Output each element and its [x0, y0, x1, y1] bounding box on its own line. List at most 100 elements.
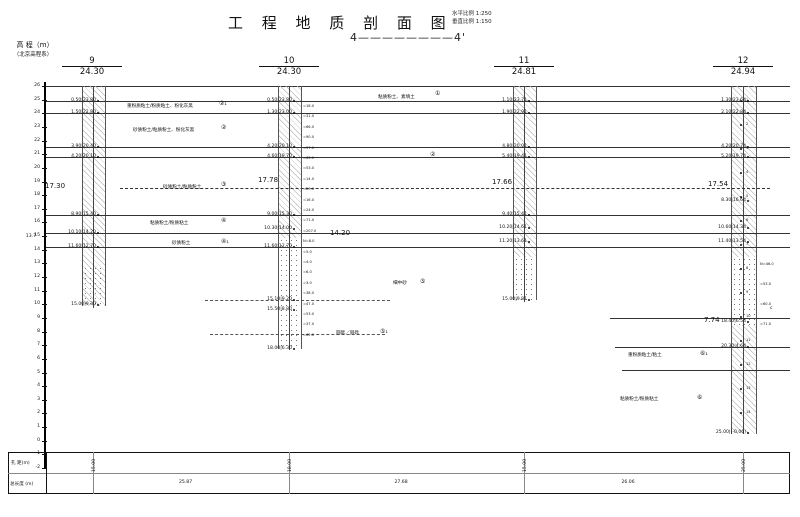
elevation-tick-18: 18	[34, 192, 40, 198]
borehole-header-11[interactable]: 11 24.81	[494, 56, 554, 77]
borehole-header-12[interactable]: 12 24.94	[713, 56, 773, 77]
spt-label-bh12-4: 4	[746, 170, 749, 174]
elevation-tick-3: 3	[37, 396, 40, 402]
elevation-tick-mark	[42, 358, 47, 360]
bottom-table-divider	[8, 473, 790, 474]
borehole-column-12-clay	[731, 325, 757, 434]
elevation-tick-mark	[42, 249, 47, 251]
borehole-id-12: 12	[737, 56, 749, 66]
spt-value-bh10-7: =14.0	[303, 176, 315, 181]
bottom-table-col-4	[743, 452, 744, 494]
depth-label-bh11-0: 1.10|23.71	[502, 98, 527, 103]
borehole-id-9: 9	[89, 56, 95, 66]
elevation-tick-mark	[42, 372, 47, 374]
annotation-mid-depth: 14.20	[330, 229, 351, 237]
borehole-column-11-sand	[513, 257, 537, 300]
elevation-tick-12: 12	[34, 274, 40, 279]
axis-title-elevation: 高 程（m）	[16, 41, 54, 49]
depth-marker	[528, 146, 531, 149]
elevation-tick-1: 1	[37, 424, 40, 430]
elevation-axis	[44, 82, 46, 468]
depth-marker	[97, 246, 100, 249]
elevation-tick-mark	[42, 440, 47, 442]
spt-note-bh12-0: N=46.0	[760, 262, 774, 266]
strata-line-6	[46, 233, 790, 234]
elevation-tick-mark	[42, 345, 47, 347]
depth-marker	[293, 100, 296, 103]
spt-value-bh10-11: =71.0	[303, 218, 315, 223]
spt-note-bh12-1: =53.0	[760, 282, 772, 286]
table-depth-1: 18.00	[288, 458, 293, 472]
borehole-elevation-9: 24.30	[62, 66, 122, 77]
spt-value-bh10-3: =90.0	[303, 135, 315, 140]
depth-marker	[97, 156, 100, 159]
elevation-tick-mark	[42, 222, 47, 224]
depth-marker	[747, 200, 750, 203]
spt-marker-bh12-6	[740, 220, 743, 223]
spt-value-bh10-18: =38.0	[303, 291, 315, 296]
elevation-tick-mark	[42, 208, 47, 210]
depth-marker	[747, 321, 750, 324]
depth-marker	[293, 309, 296, 312]
elevation-tick-16: 16	[34, 219, 40, 225]
strata-line-2	[46, 113, 790, 114]
spt-label-bh12-10: 10	[746, 314, 751, 318]
elevation-tick-8: 8	[37, 328, 40, 334]
depth-label-bh9-3: 4.20|20.10	[71, 154, 96, 159]
spt-marker-bh12-2	[740, 124, 743, 127]
depth-marker	[293, 299, 296, 302]
depth-marker	[747, 432, 750, 435]
elevation-tick-mark	[42, 468, 47, 469]
spt-marker-bh12-14	[740, 412, 743, 415]
spt-marker-bh12-12	[740, 364, 743, 367]
spt-label-bh12-8: 8	[746, 266, 749, 270]
spt-marker-bh12-3	[740, 148, 743, 151]
borehole-id-11: 11	[518, 56, 530, 66]
section-label: 4————————4'	[350, 31, 467, 44]
annotation-c: c	[770, 306, 773, 311]
elevation-tick-11: 11	[34, 287, 40, 293]
elevation-tick--2: -2	[35, 465, 40, 470]
depth-marker	[747, 100, 750, 103]
depth-marker	[747, 112, 750, 115]
spt-value-bh10-6: =53.0	[303, 166, 315, 171]
layer-label-6: 粘质粉土/粉质粘土	[620, 397, 659, 402]
spt-marker-bh12-1	[740, 100, 743, 103]
borehole-header-9[interactable]: 9 24.30	[62, 56, 122, 77]
depth-marker	[528, 299, 531, 302]
borehole-axis-9	[93, 86, 94, 308]
layer-circle-3: ③	[221, 181, 227, 188]
depth-marker	[97, 100, 100, 103]
elevation-tick-10: 10	[34, 301, 40, 307]
water-level-12: 17.54	[708, 180, 729, 188]
depth-marker	[293, 228, 296, 231]
depth-label-bh10-1: 1.30|23.00	[267, 110, 292, 115]
depth-marker	[747, 146, 750, 149]
depth-label-bh10-0: 0.50|23.80	[267, 98, 292, 103]
axis-left-note: 13.7	[25, 234, 36, 239]
elevation-tick-15: 15	[34, 233, 40, 239]
layer-circle-6: ⑥	[697, 394, 703, 401]
scale-vertical: 垂直比例 1:150	[452, 19, 492, 25]
spt-label-bh12-12: 12	[746, 362, 751, 366]
depth-marker	[293, 146, 296, 149]
depth-marker	[528, 100, 531, 103]
depth-marker	[97, 146, 100, 149]
depth-marker	[528, 227, 531, 230]
elevation-tick-0: 0	[37, 437, 40, 443]
depth-marker	[747, 227, 750, 230]
borehole-column-12	[731, 86, 757, 257]
borehole-column-11	[513, 86, 537, 257]
spt-value-bh10-2: =66.0	[303, 124, 315, 129]
elevation-tick-9: 9	[37, 314, 40, 320]
elevation-tick-mark	[42, 317, 47, 319]
depth-label-bh9-2: 3.90|20.40	[71, 144, 96, 149]
borehole-header-10[interactable]: 10 24.30	[259, 56, 319, 77]
depth-label-bh9-4: 8.90|15.40	[71, 212, 96, 217]
depth-marker	[293, 214, 296, 217]
depth-label-bh12-1: 2.10|22.84	[721, 110, 746, 115]
layer-circle-5-1: ⑤₁	[380, 328, 388, 335]
depth-label-bh12-8: 20.30|4.64	[721, 344, 746, 349]
elevation-tick-mark	[42, 427, 47, 429]
elevation-tick-mark	[42, 386, 47, 388]
